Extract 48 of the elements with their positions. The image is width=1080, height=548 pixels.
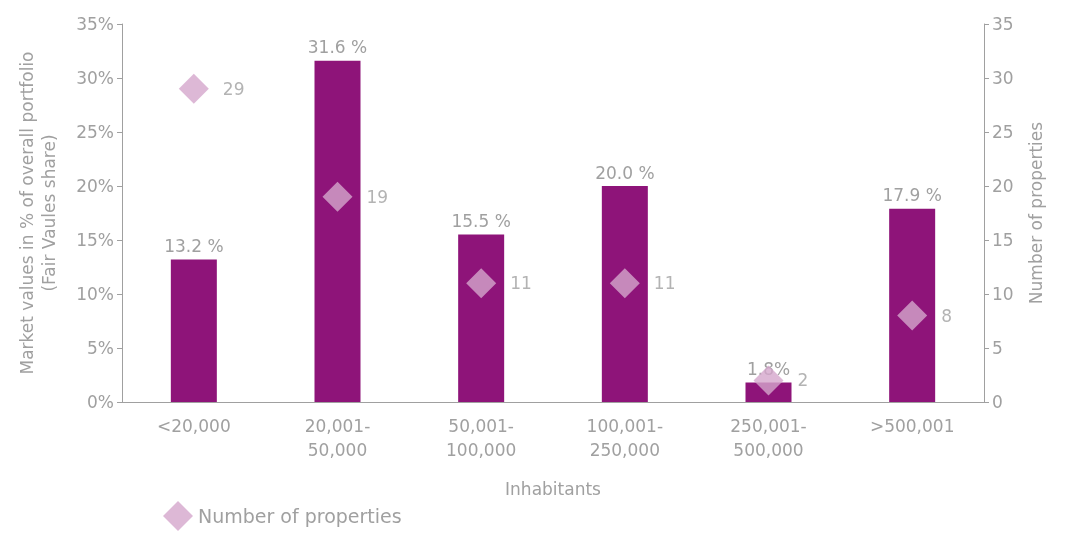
y2-tick-label: 15	[992, 230, 1014, 250]
x-axis-title: Inhabitants	[505, 478, 602, 499]
bar	[889, 208, 936, 402]
y2-tick-label: 25	[992, 122, 1014, 142]
data-label: 2	[797, 370, 809, 391]
y-tick-label: 0%	[87, 392, 114, 412]
y-tick-label: 25%	[76, 122, 114, 142]
data-label: 15.5 %	[451, 211, 511, 232]
x-tick-label: 100,001- 250,000	[586, 416, 664, 460]
y-tick-label: 15%	[76, 230, 114, 250]
data-label: 8	[941, 305, 952, 326]
data-label: 20.0 %	[595, 162, 655, 183]
x-tick-label: <20,000	[156, 416, 231, 436]
point	[609, 268, 640, 299]
y2-tick-label: 35	[992, 14, 1014, 34]
x-tick-label: 250,001- 500,000	[730, 416, 807, 460]
legend-label: Number of properties	[198, 505, 402, 527]
y2-tick-label: 30	[992, 68, 1014, 88]
point	[322, 181, 353, 212]
y-tick-label: 35%	[76, 14, 114, 34]
y2-tick-label: 10	[992, 284, 1014, 304]
y-tick-label: 20%	[76, 176, 114, 196]
point	[178, 73, 209, 104]
data-label: 31.6 %	[307, 37, 368, 58]
y-tick-label: 10%	[76, 284, 114, 304]
data-label: 13.2 %	[164, 235, 224, 256]
data-label: 11	[653, 273, 676, 294]
bar	[314, 60, 361, 402]
bar	[170, 259, 217, 402]
data-label: 1.8%	[746, 359, 791, 380]
y2-tick-label: 5	[992, 338, 1003, 358]
y2-tick-label: 0	[992, 392, 1003, 412]
x-tick-label: 20,001- 50,000	[304, 416, 371, 460]
data-label: 19	[366, 186, 389, 207]
point	[897, 300, 928, 331]
y-axis-title: Market values in % of overall portfolio (Fair Vaules share)	[17, 51, 59, 375]
x-tick-label: >500,001	[869, 416, 955, 436]
point	[466, 268, 497, 299]
data-label: 11	[510, 273, 532, 294]
data-label: 29	[222, 78, 245, 99]
y2-axis-title: Number of properties	[1025, 121, 1046, 305]
y2-tick-label: 20	[992, 176, 1014, 196]
y-tick-label: 30%	[76, 68, 114, 88]
y-tick-label: 5%	[87, 338, 114, 358]
data-label: 17.9 %	[882, 185, 942, 206]
bar	[458, 234, 505, 402]
x-tick-label: 50,001- 100,000	[446, 416, 517, 460]
bar	[601, 186, 648, 402]
